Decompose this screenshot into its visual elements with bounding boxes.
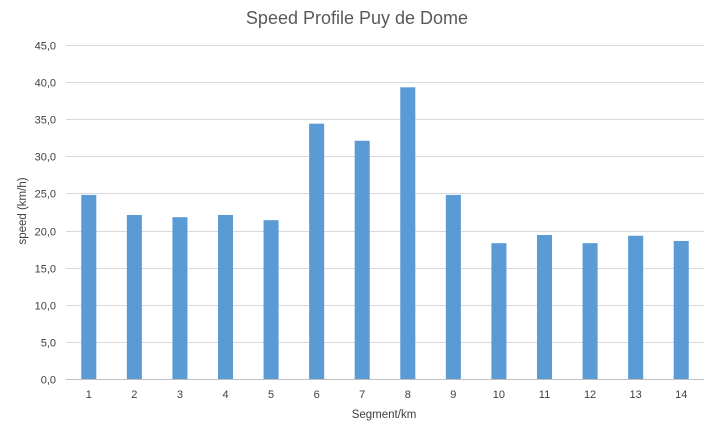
bar-segment-11 xyxy=(536,235,553,379)
bar-segment-12 xyxy=(582,243,598,379)
x-axis-label: Segment/km xyxy=(352,409,417,421)
bar-segment-7 xyxy=(354,140,370,379)
y-tick-label: 0,0 xyxy=(41,375,56,387)
y-tick-label: 35,0 xyxy=(35,115,56,127)
x-tick-label: 13 xyxy=(630,389,642,401)
x-tick-label: 8 xyxy=(405,389,411,401)
x-tick-label: 11 xyxy=(539,389,550,401)
bar-segment-4 xyxy=(217,214,234,379)
x-tick-label: 6 xyxy=(314,389,320,401)
chart-title: Speed Profile Puy de Dome xyxy=(246,8,468,28)
bar-segment-14 xyxy=(673,240,689,379)
y-tick-label: 20,0 xyxy=(35,227,56,239)
x-tick-label: 10 xyxy=(493,389,505,401)
gridlines xyxy=(66,45,704,380)
bar-segment-6 xyxy=(309,123,325,379)
x-tick-label: 1 xyxy=(86,389,92,401)
y-tick-label: 30,0 xyxy=(35,152,56,164)
x-tick-label: 4 xyxy=(222,389,228,401)
bar-segment-1 xyxy=(81,194,97,379)
x-tick-label: 2 xyxy=(131,389,137,401)
x-tick-label: 3 xyxy=(177,389,183,401)
y-tick-label: 25,0 xyxy=(35,189,56,201)
bar-segment-13 xyxy=(628,235,644,379)
y-tick-label: 10,0 xyxy=(35,301,56,313)
y-tick-label: 15,0 xyxy=(35,264,56,276)
x-tick-label: 5 xyxy=(268,389,274,401)
bar-segment-5 xyxy=(263,220,279,379)
bar-segment-9 xyxy=(445,194,461,379)
y-tick-label: 5,0 xyxy=(41,338,56,350)
x-tick-labels: 1 2 3 4 5 6 7 8 9 10 11 12 13 14 xyxy=(86,389,688,401)
x-tick-label: 7 xyxy=(359,389,365,401)
x-tick-label: 9 xyxy=(450,389,456,401)
bar-segment-10 xyxy=(491,243,507,379)
bar-segment-3 xyxy=(172,217,188,379)
y-tick-label: 45,0 xyxy=(35,41,56,53)
bar-segment-2 xyxy=(126,214,142,379)
y-tick-labels: 0,0 5,0 10,0 15,0 20,0 25,0 30,0 35,0 40,0 45,0 xyxy=(35,41,56,387)
x-tick-label: 12 xyxy=(584,389,596,401)
y-tick-label: 40,0 xyxy=(35,78,56,90)
y-axis-label: speed (km/h) xyxy=(17,177,29,244)
bar-segment-8 xyxy=(400,87,416,379)
x-tick-label: 14 xyxy=(675,389,687,401)
bars xyxy=(81,87,689,379)
